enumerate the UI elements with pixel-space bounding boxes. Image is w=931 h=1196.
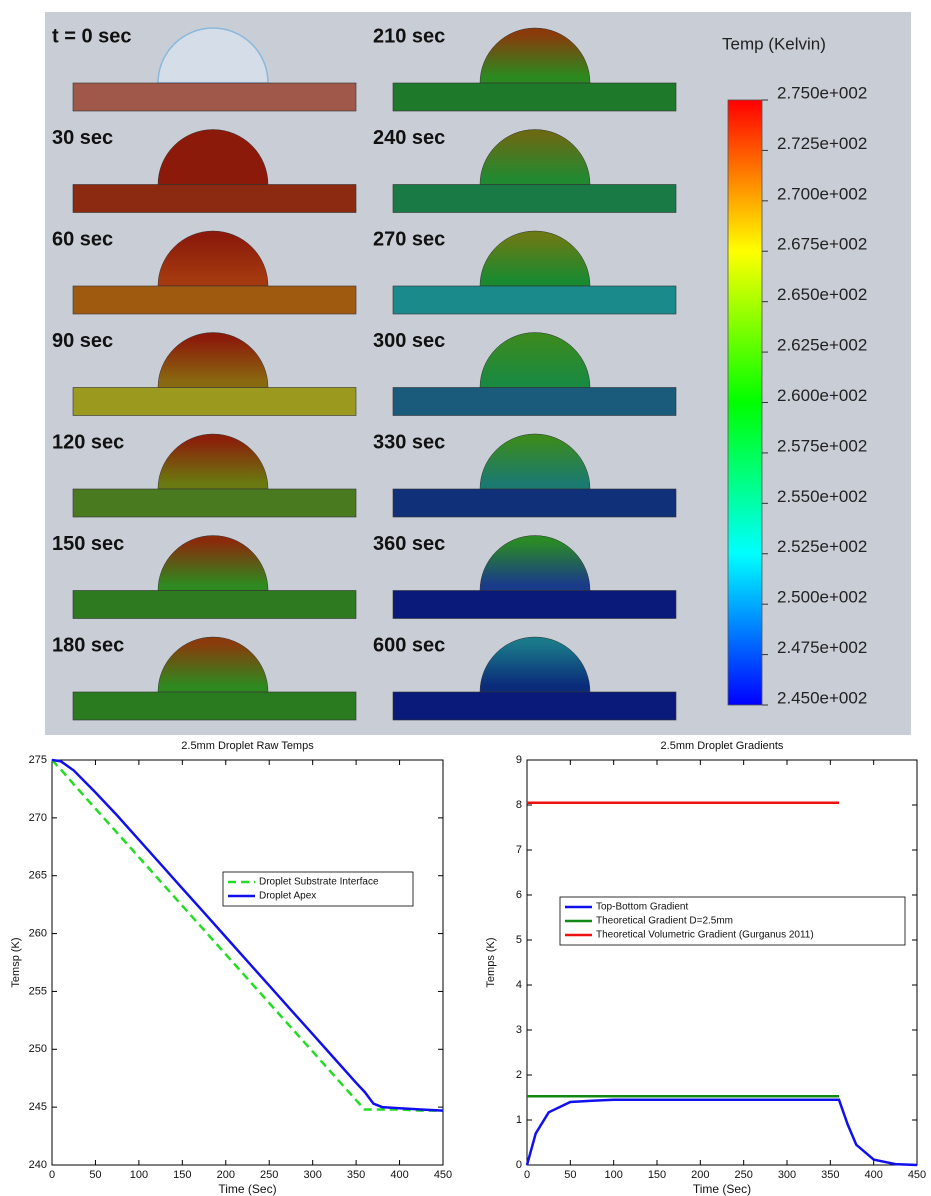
snapshot-label: 120 sec bbox=[52, 431, 124, 453]
y-tick-label: 0 bbox=[516, 1159, 522, 1171]
figure: t = 0 sec 30 sec 60 sec 90 sec 120 sec 150 se… bbox=[0, 0, 931, 1196]
legend-label: Droplet Substrate Interface bbox=[259, 877, 379, 888]
x-tick-label: 300 bbox=[778, 1169, 796, 1181]
x-tick-label: 50 bbox=[564, 1169, 576, 1181]
substrate bbox=[73, 692, 356, 720]
colorbar-tick-label: 2.475e+002 bbox=[777, 638, 867, 657]
y-tick-label: 255 bbox=[29, 985, 47, 997]
snapshot-label: 60 sec bbox=[52, 228, 113, 250]
substrate bbox=[393, 286, 676, 314]
substrate bbox=[73, 388, 356, 416]
y-axis-label: Temps (K) bbox=[485, 937, 497, 987]
y-tick-label: 4 bbox=[516, 979, 522, 991]
colorbar-tick-label: 2.600e+002 bbox=[777, 386, 867, 405]
snapshot-label: 210 sec bbox=[373, 25, 445, 47]
snapshot-label: 90 sec bbox=[52, 330, 113, 352]
y-tick-label: 270 bbox=[29, 812, 47, 824]
snapshot-label: 30 sec bbox=[52, 127, 113, 149]
substrate bbox=[73, 286, 356, 314]
legend-label: Droplet Apex bbox=[259, 891, 316, 902]
snapshot-label: 300 sec bbox=[373, 330, 445, 352]
substrate bbox=[73, 185, 356, 213]
x-tick-label: 300 bbox=[303, 1169, 321, 1181]
x-tick-label: 0 bbox=[524, 1169, 530, 1181]
snapshot-label: 330 sec bbox=[373, 431, 445, 453]
snapshot-label: 150 sec bbox=[52, 533, 124, 555]
y-axis-label: Temsp (K) bbox=[10, 937, 22, 987]
colorbar-tick-label: 2.700e+002 bbox=[777, 184, 867, 203]
colorbar-tick-label: 2.675e+002 bbox=[777, 235, 867, 254]
colorbar-tick-label: 2.750e+002 bbox=[777, 83, 867, 102]
substrate bbox=[73, 489, 356, 517]
colorbar-tick-label: 2.550e+002 bbox=[777, 487, 867, 506]
x-tick-label: 200 bbox=[217, 1169, 235, 1181]
y-tick-label: 275 bbox=[29, 754, 47, 766]
substrate bbox=[393, 388, 676, 416]
x-tick-label: 100 bbox=[130, 1169, 148, 1181]
legend-label: Theoretical Volumetric Gradient (Gurganu… bbox=[596, 930, 814, 941]
x-axis-label: Time (Sec) bbox=[693, 1182, 751, 1196]
colorbar-tick-label: 2.575e+002 bbox=[777, 436, 867, 455]
x-tick-label: 250 bbox=[734, 1169, 752, 1181]
x-axis-label: Time (Sec) bbox=[218, 1182, 276, 1196]
x-tick-label: 250 bbox=[260, 1169, 278, 1181]
x-tick-label: 150 bbox=[648, 1169, 666, 1181]
colorbar-tick-label: 2.450e+002 bbox=[777, 688, 867, 707]
legend-label: Top-Bottom Gradient bbox=[596, 902, 688, 913]
y-tick-label: 7 bbox=[516, 844, 522, 856]
colorbar-tick-label: 2.525e+002 bbox=[777, 537, 867, 556]
snapshot-label: 180 sec bbox=[52, 634, 124, 656]
substrate bbox=[73, 83, 356, 111]
colorbar-tick-label: 2.500e+002 bbox=[777, 588, 867, 607]
substrate bbox=[393, 591, 676, 619]
y-tick-label: 245 bbox=[29, 1101, 47, 1113]
x-tick-label: 400 bbox=[390, 1169, 408, 1181]
snapshot-label: 270 sec bbox=[373, 228, 445, 250]
x-tick-label: 200 bbox=[691, 1169, 709, 1181]
colorbar-tick-label: 2.650e+002 bbox=[777, 285, 867, 304]
y-tick-label: 2 bbox=[516, 1069, 522, 1081]
legend-label: Theoretical Gradient D=2.5mm bbox=[596, 916, 733, 927]
substrate bbox=[393, 692, 676, 720]
y-tick-label: 3 bbox=[516, 1024, 522, 1036]
snapshot-label: t = 0 sec bbox=[52, 25, 132, 47]
chart-title: 2.5mm Droplet Gradients bbox=[661, 740, 784, 752]
y-tick-label: 9 bbox=[516, 754, 522, 766]
y-tick-label: 5 bbox=[516, 934, 522, 946]
x-tick-label: 450 bbox=[434, 1169, 452, 1181]
colorbar-title: Temp (Kelvin) bbox=[722, 34, 826, 53]
colorbar-tick-label: 2.725e+002 bbox=[777, 134, 867, 153]
y-tick-label: 265 bbox=[29, 870, 47, 882]
y-tick-label: 240 bbox=[29, 1159, 47, 1171]
snapshot-label: 240 sec bbox=[373, 127, 445, 149]
snapshot-label: 360 sec bbox=[373, 533, 445, 555]
y-tick-label: 6 bbox=[516, 889, 522, 901]
y-tick-label: 1 bbox=[516, 1114, 522, 1126]
substrate bbox=[73, 591, 356, 619]
x-tick-label: 450 bbox=[908, 1169, 926, 1181]
plot-area bbox=[527, 760, 917, 1165]
x-tick-label: 0 bbox=[49, 1169, 55, 1181]
x-tick-label: 150 bbox=[173, 1169, 191, 1181]
y-tick-label: 8 bbox=[516, 799, 522, 811]
x-tick-label: 350 bbox=[347, 1169, 365, 1181]
x-tick-label: 350 bbox=[821, 1169, 839, 1181]
y-tick-label: 260 bbox=[29, 927, 47, 939]
x-tick-label: 100 bbox=[604, 1169, 622, 1181]
x-tick-label: 50 bbox=[89, 1169, 101, 1181]
substrate bbox=[393, 185, 676, 213]
substrate bbox=[393, 489, 676, 517]
y-tick-label: 250 bbox=[29, 1043, 47, 1055]
snapshot-label: 600 sec bbox=[373, 634, 445, 656]
colorbar-tick-label: 2.625e+002 bbox=[777, 336, 867, 355]
x-tick-label: 400 bbox=[864, 1169, 882, 1181]
colorbar bbox=[728, 100, 762, 705]
substrate bbox=[393, 83, 676, 111]
chart-title: 2.5mm Droplet Raw Temps bbox=[181, 740, 314, 752]
